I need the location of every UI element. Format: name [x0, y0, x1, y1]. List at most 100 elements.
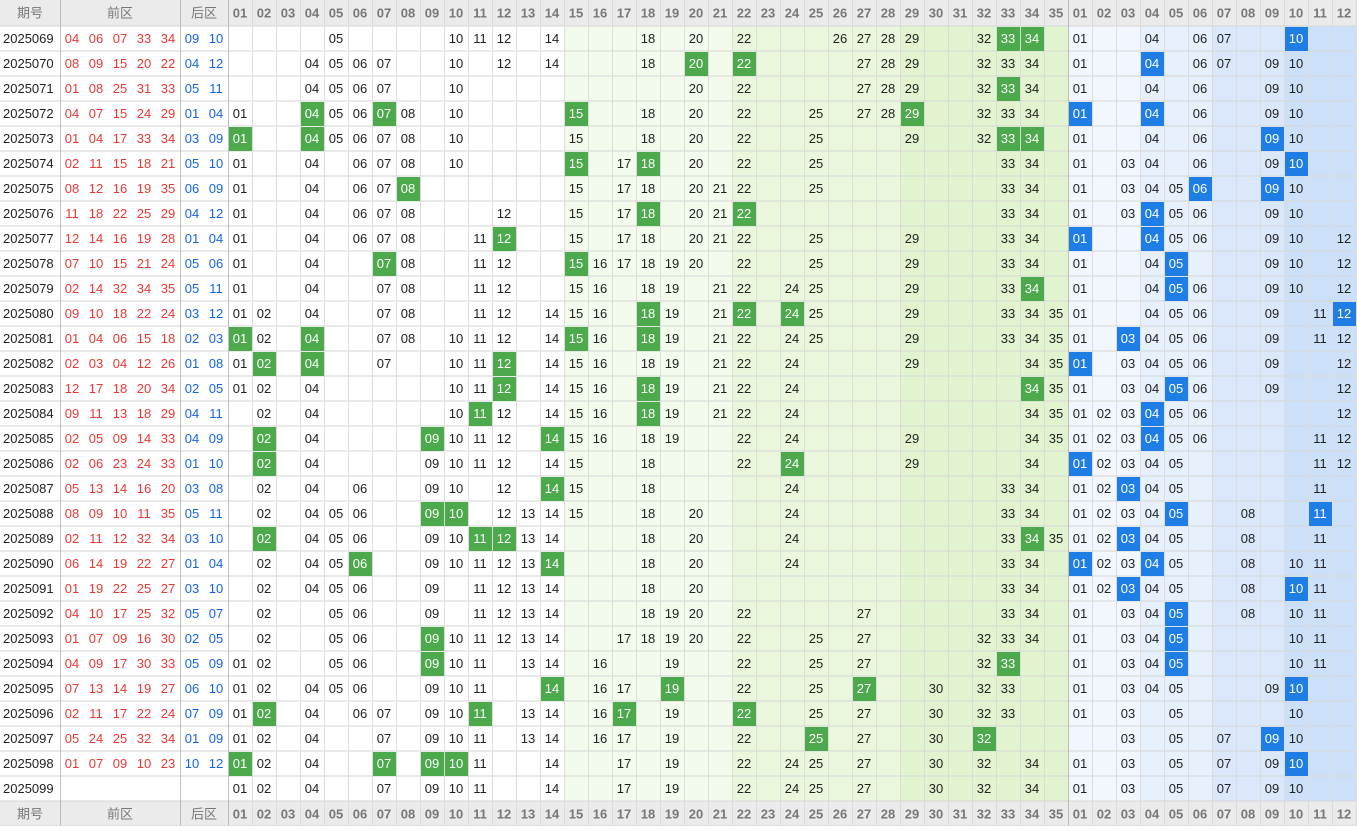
front-cell: 07 [377, 106, 391, 121]
front-cell: 27 [857, 656, 871, 671]
front-cell: 07 [377, 181, 391, 196]
front-cell: 20 [689, 206, 703, 221]
front-col-label: 34 [1025, 6, 1040, 21]
front-cell: 05 [329, 81, 343, 96]
front-cell: 14 [545, 631, 559, 646]
front-cell: 01 [233, 106, 247, 121]
front-cell: 25 [809, 306, 823, 321]
front-number: 04 [65, 656, 79, 671]
front-cell: 09 [425, 431, 439, 446]
front-cell: 06 [353, 656, 367, 671]
front-number: 09 [89, 506, 103, 521]
back-cell: 05 [1169, 356, 1183, 371]
front-cell: 13 [521, 656, 535, 671]
front-cell: 09 [425, 631, 439, 646]
front-cell: 25 [809, 731, 823, 746]
front-cell: 07 [377, 356, 391, 371]
column-bg [276, 26, 300, 801]
front-number: 19 [137, 181, 151, 196]
front-col-label: 32 [977, 807, 991, 822]
front-cell: 19 [665, 381, 679, 396]
back-cell: 03 [1121, 606, 1135, 621]
front-cell: 34 [1025, 156, 1039, 171]
front-cell: 01 [233, 706, 247, 721]
front-cell: 19 [665, 706, 679, 721]
front-col-label: 18 [641, 807, 655, 822]
front-number: 14 [89, 281, 103, 296]
front-col-label: 15 [569, 807, 583, 822]
front-cell: 07 [377, 306, 391, 321]
front-number: 01 [65, 581, 79, 596]
back-cell: 03 [1121, 206, 1135, 221]
front-cell: 17 [617, 731, 631, 746]
front-cell: 18 [641, 406, 655, 421]
front-hit [301, 352, 324, 376]
front-cell: 11 [473, 31, 487, 46]
front-cell: 15 [569, 256, 583, 271]
front-cell: 12 [497, 431, 511, 446]
front-hit [637, 152, 660, 176]
back-col-label: 12 [1337, 807, 1351, 822]
front-cell: 02 [257, 731, 271, 746]
front-hit [1021, 277, 1044, 301]
front-cell: 15 [569, 381, 583, 396]
front-number: 22 [137, 706, 151, 721]
front-number: 05 [65, 731, 79, 746]
front-cell: 01 [233, 731, 247, 746]
front-cell: 22 [737, 406, 751, 421]
front-col-label: 11 [473, 6, 487, 21]
front-hit [997, 27, 1020, 51]
front-cell: 22 [737, 256, 751, 271]
front-col-label: 20 [689, 807, 703, 822]
front-cell: 29 [905, 106, 919, 121]
front-number: 27 [161, 556, 175, 571]
front-cell: 11 [473, 631, 487, 646]
back-cell: 05 [1169, 231, 1183, 246]
front-cell: 16 [593, 281, 607, 296]
front-number: 14 [137, 431, 151, 446]
front-cell: 12 [497, 206, 511, 221]
front-cell: 02 [257, 656, 271, 671]
front-cell: 14 [545, 606, 559, 621]
front-cell: 08 [401, 131, 415, 146]
back-cell: 03 [1121, 506, 1135, 521]
back-cell: 03 [1121, 731, 1135, 746]
front-cell: 02 [257, 331, 271, 346]
back-number: 06 [185, 681, 199, 696]
back-cell: 03 [1121, 331, 1135, 346]
front-cell: 06 [353, 206, 367, 221]
back-cell: 09 [1265, 156, 1279, 171]
front-cell: 25 [809, 681, 823, 696]
front-number: 15 [113, 106, 127, 121]
front-col-label: 25 [809, 807, 823, 822]
back-number: 10 [185, 756, 199, 771]
front-hit [421, 427, 444, 451]
period: 2025077 [3, 231, 54, 246]
back-cell: 12 [1337, 456, 1351, 471]
period: 2025071 [3, 81, 54, 96]
back-cell: 06 [1193, 331, 1207, 346]
front-number: 35 [161, 181, 175, 196]
front-cell: 02 [257, 581, 271, 596]
front-cell: 11 [473, 431, 487, 446]
front-cell: 01 [233, 156, 247, 171]
back-cell: 06 [1193, 81, 1207, 96]
back-cell: 03 [1121, 181, 1135, 196]
back-cell: 03 [1121, 556, 1135, 571]
front-cell: 28 [881, 31, 895, 46]
back-number: 11 [209, 81, 223, 96]
front-cell: 21 [713, 356, 727, 371]
front-number: 09 [65, 406, 79, 421]
front-col-label: 35 [1049, 807, 1063, 822]
front-cell: 27 [857, 706, 871, 721]
front-number: 25 [113, 81, 127, 96]
front-cell: 05 [329, 606, 343, 621]
front-number: 08 [65, 56, 79, 71]
front-col-label: 27 [857, 6, 871, 21]
front-cell: 34 [1025, 281, 1039, 296]
back-hit [1261, 727, 1284, 751]
front-cell: 20 [689, 181, 703, 196]
back-cell: 01 [1073, 81, 1087, 96]
front-number: 19 [137, 231, 151, 246]
front-cell: 34 [1025, 431, 1039, 446]
